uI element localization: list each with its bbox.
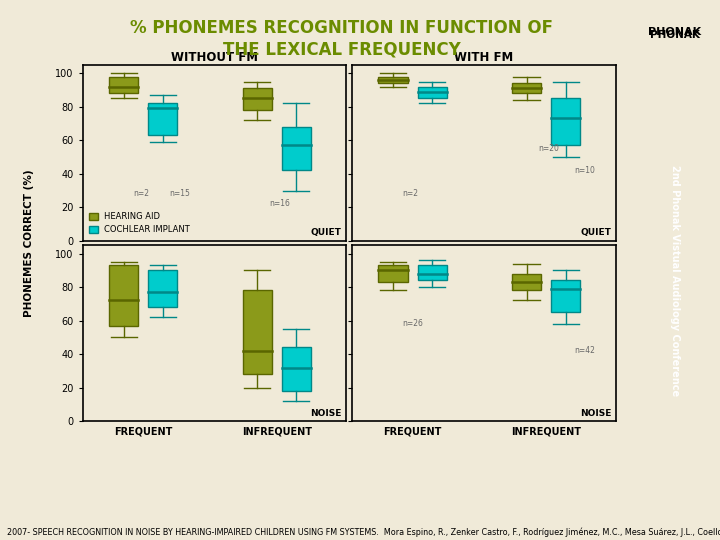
Text: n=16: n=16	[269, 199, 290, 208]
Text: PHONAK: PHONAK	[649, 28, 701, 37]
Text: n=15: n=15	[169, 190, 190, 198]
Text: % PHONEMES RECOGNITION IN FUNCTION OF: % PHONEMES RECOGNITION IN FUNCTION OF	[130, 19, 554, 37]
Text: n=10: n=10	[575, 166, 595, 175]
Bar	[243, 88, 272, 110]
Text: QUIET: QUIET	[580, 228, 611, 238]
Legend: HEARING AID, COCHLEAR IMPLANT: HEARING AID, COCHLEAR IMPLANT	[87, 210, 193, 237]
Text: PHONEMES CORRECT (%): PHONEMES CORRECT (%)	[24, 169, 34, 317]
Text: PHONAK: PHONAK	[650, 30, 700, 40]
Text: THE LEXICAL FREQUENCY: THE LEXICAL FREQUENCY	[223, 40, 461, 58]
Text: QUIET: QUIET	[311, 228, 342, 238]
Bar	[418, 86, 446, 98]
Bar	[551, 280, 580, 312]
Text: NOISE: NOISE	[580, 409, 611, 418]
Bar	[148, 103, 177, 135]
Title: WITH FM: WITH FM	[454, 51, 513, 64]
Bar	[512, 83, 541, 93]
Bar	[379, 265, 408, 282]
Text: 2nd Phonak Vistual Audiology Conference: 2nd Phonak Vistual Audiology Conference	[670, 165, 680, 396]
Text: n=2: n=2	[402, 190, 418, 198]
Bar	[109, 265, 138, 326]
Bar	[418, 265, 446, 280]
Text: n=26: n=26	[402, 320, 423, 328]
Bar	[282, 127, 311, 171]
Bar	[243, 291, 272, 374]
Text: n=20: n=20	[539, 144, 559, 153]
Bar	[148, 271, 177, 307]
Text: NOISE: NOISE	[310, 409, 342, 418]
Text: n=2: n=2	[132, 190, 149, 198]
Text: n=42: n=42	[575, 346, 595, 355]
Bar	[551, 98, 580, 145]
Bar	[512, 274, 541, 291]
Text: 2007- SPEECH RECOGNITION IN NOISE BY HEARING-IMPAIRED CHILDREN USING FM SYSTEMS.: 2007- SPEECH RECOGNITION IN NOISE BY HEA…	[7, 528, 720, 537]
Bar	[109, 77, 138, 93]
Title: WITHOUT FM: WITHOUT FM	[171, 51, 258, 64]
Bar	[379, 77, 408, 83]
Bar	[282, 347, 311, 391]
